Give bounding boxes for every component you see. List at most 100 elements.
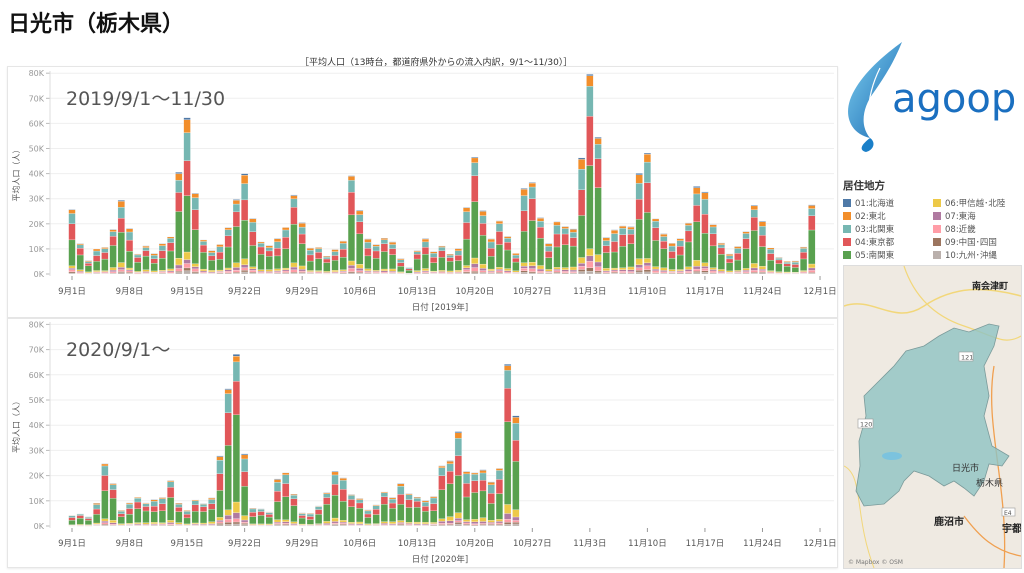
bar-segment [323, 271, 331, 273]
bar-segment [372, 244, 380, 247]
bar-segment [750, 217, 758, 231]
bar-segment [693, 205, 701, 222]
bar-segment [652, 266, 660, 270]
bar-segment [504, 364, 512, 366]
bar-segment [109, 229, 117, 232]
bar-segment [109, 269, 117, 272]
bar-segment [726, 254, 734, 256]
bar-segment [742, 270, 750, 272]
legend-item[interactable]: 05:南関東 [843, 249, 933, 261]
bar-segment [775, 257, 783, 261]
bar-segment [717, 271, 725, 273]
bar-segment [767, 272, 775, 274]
bar-segment [701, 213, 709, 234]
bar-segment [216, 246, 224, 253]
legend-item[interactable]: 10:九州･沖縄 [933, 249, 1023, 261]
bar-segment [191, 271, 199, 274]
y-tick-label: 30K [29, 195, 45, 204]
bar-segment [241, 523, 249, 525]
bar-segment [405, 523, 413, 525]
legend-item[interactable]: 03:北関東 [843, 223, 933, 235]
bar-segment [709, 224, 717, 228]
bar-segment [594, 254, 602, 263]
bar-segment [208, 250, 216, 253]
bar-segment [298, 265, 306, 270]
bar-segment [282, 483, 290, 497]
bar-segment [298, 513, 306, 516]
legend-item[interactable]: 04:東京都 [843, 236, 933, 248]
legend-item[interactable]: 08:近畿 [933, 223, 1023, 235]
bar-segment [364, 239, 372, 243]
legend-item[interactable]: 09:中国･四国 [933, 236, 1023, 248]
legend-item[interactable]: 01:北海道 [843, 197, 933, 209]
bar-segment [372, 250, 380, 259]
map[interactable]: 121 120 E4 南会津町 日光市 栃木県 鹿沼市 宇都 © Mapbox … [843, 265, 1022, 569]
bar-segment [76, 248, 84, 256]
bar-segment [775, 263, 783, 272]
bar-segment [167, 487, 175, 498]
bar-segment [504, 249, 512, 269]
bar-segment [471, 521, 479, 524]
bar-segment [569, 232, 577, 238]
bar-segment [142, 269, 150, 272]
legend-item[interactable]: 07:東海 [933, 210, 1023, 222]
bar-segment [446, 520, 454, 524]
bar-segment [331, 517, 339, 522]
bar-segment [610, 241, 619, 253]
bar-segment [282, 523, 290, 525]
bar-segment [356, 268, 364, 271]
legend-item[interactable]: 06:甲信越･北陸 [933, 197, 1023, 209]
bar-segment [438, 467, 446, 476]
bar-segment [93, 514, 101, 524]
bar-segment [495, 272, 503, 274]
x-tick-label: 11月3日 [573, 287, 606, 297]
bar-segment [438, 271, 446, 273]
bar-segment [101, 475, 109, 491]
bar-segment [126, 508, 134, 515]
bar-segment [273, 523, 282, 525]
bar-segment [290, 269, 298, 273]
bar-segment [126, 523, 134, 525]
bar-segment [109, 498, 117, 521]
bar-segment [512, 509, 520, 518]
x-tick-label: 10月20日 [455, 539, 494, 549]
bar-segment [232, 267, 240, 271]
bar-segment [347, 192, 356, 216]
bar-segment [126, 272, 134, 274]
bar-segment [76, 513, 84, 516]
bar-segment [479, 517, 487, 522]
bar-segment [232, 203, 240, 213]
bar-segment [520, 270, 528, 273]
bar-segment [463, 222, 471, 240]
bar-segment [76, 515, 84, 519]
bar-segment [504, 365, 512, 371]
bar-segment [742, 231, 750, 234]
bar-segment [463, 483, 471, 498]
x-tick-label: 9月15日 [170, 539, 203, 549]
legend-item[interactable]: 02:東北 [843, 210, 933, 222]
bar-segment [635, 258, 643, 265]
bar-segment [602, 271, 610, 273]
bar-segment [339, 269, 347, 272]
bar-segment [684, 271, 693, 273]
bar-segment [331, 521, 339, 524]
bar-segment [241, 264, 249, 268]
x-axis-title: 日付 [2019年] [412, 302, 468, 313]
bar-segment [372, 505, 380, 510]
bar-segment [191, 272, 199, 275]
bar-segment [520, 262, 528, 267]
bar-segment [339, 523, 347, 525]
y-tick-label: 40K [29, 170, 45, 179]
bar-segment [750, 205, 758, 210]
bar-segment [586, 116, 594, 166]
bar-segment [471, 272, 479, 275]
bar-segment [331, 522, 339, 525]
bar-segment [512, 523, 520, 527]
bar-segment [495, 522, 503, 525]
bar-segment [495, 470, 503, 480]
bar-segment [512, 516, 520, 521]
bar-segment [298, 270, 306, 273]
bar-segment [635, 219, 643, 259]
bar-segment [627, 229, 635, 235]
bar-segment [315, 514, 323, 524]
